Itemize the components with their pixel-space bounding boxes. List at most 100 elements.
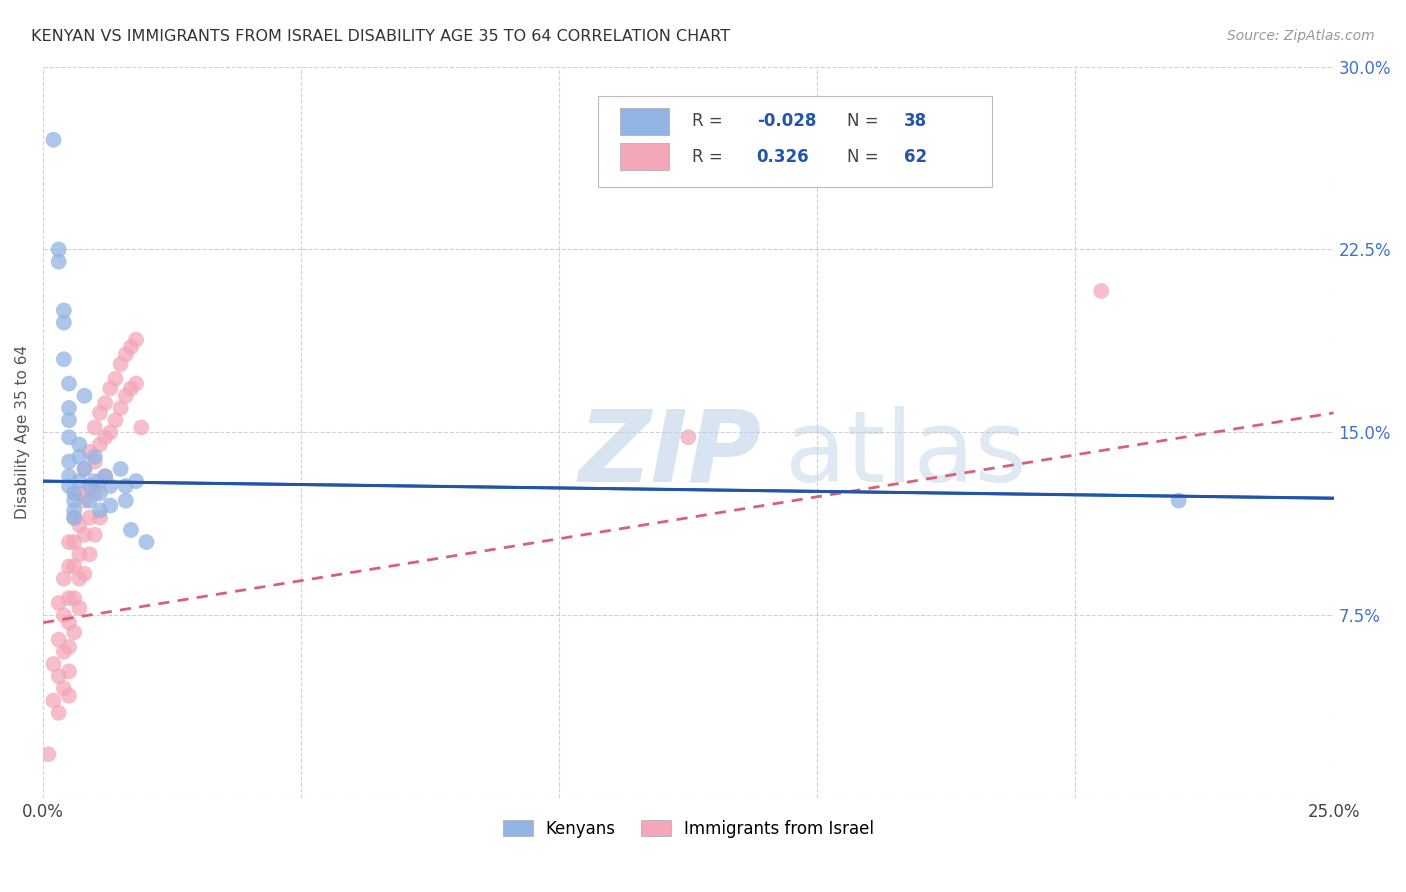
- Point: [79, 479, 101, 493]
- Point: [67, 450, 90, 464]
- Point: [58, 376, 80, 391]
- Point: [79, 479, 101, 493]
- Point: [58, 455, 80, 469]
- Point: [58, 591, 80, 606]
- FancyBboxPatch shape: [620, 108, 669, 136]
- Point: [67, 474, 90, 488]
- Text: ZIP: ZIP: [579, 406, 762, 503]
- Point: [67, 437, 90, 451]
- Point: [63, 625, 86, 640]
- Point: [98, 382, 121, 396]
- Point: [83, 486, 105, 500]
- Point: [58, 479, 80, 493]
- Point: [98, 499, 121, 513]
- Point: [63, 510, 86, 524]
- Point: [52, 608, 75, 623]
- Point: [89, 503, 111, 517]
- Point: [89, 474, 111, 488]
- Point: [135, 535, 157, 549]
- Point: [58, 559, 80, 574]
- Point: [79, 547, 101, 561]
- FancyBboxPatch shape: [598, 95, 991, 187]
- Point: [114, 389, 136, 403]
- Point: [63, 535, 86, 549]
- Point: [114, 347, 136, 361]
- Point: [1090, 284, 1112, 298]
- Text: Source: ZipAtlas.com: Source: ZipAtlas.com: [1227, 29, 1375, 43]
- Text: -0.028: -0.028: [756, 112, 815, 130]
- Point: [67, 547, 90, 561]
- Point: [120, 340, 142, 354]
- Point: [83, 528, 105, 542]
- Point: [58, 430, 80, 444]
- Point: [98, 479, 121, 493]
- Point: [129, 420, 152, 434]
- Point: [63, 510, 86, 524]
- Point: [58, 401, 80, 415]
- Point: [67, 518, 90, 533]
- Point: [73, 528, 96, 542]
- Text: atlas: atlas: [785, 406, 1026, 503]
- Point: [125, 474, 148, 488]
- Text: N =: N =: [846, 112, 884, 130]
- Point: [104, 372, 127, 386]
- Point: [48, 596, 70, 610]
- Point: [52, 572, 75, 586]
- Point: [98, 425, 121, 440]
- Point: [89, 406, 111, 420]
- Point: [114, 479, 136, 493]
- Text: 62: 62: [904, 147, 927, 166]
- Point: [73, 462, 96, 476]
- FancyBboxPatch shape: [620, 143, 669, 170]
- Text: 38: 38: [904, 112, 927, 130]
- Point: [63, 503, 86, 517]
- Point: [58, 469, 80, 483]
- Point: [89, 486, 111, 500]
- Point: [79, 445, 101, 459]
- Point: [63, 486, 86, 500]
- Point: [52, 316, 75, 330]
- Text: R =: R =: [692, 112, 728, 130]
- Point: [110, 401, 132, 415]
- Point: [52, 645, 75, 659]
- Point: [125, 333, 148, 347]
- Point: [58, 413, 80, 427]
- Point: [63, 559, 86, 574]
- Point: [52, 352, 75, 367]
- Point: [83, 455, 105, 469]
- Point: [58, 615, 80, 630]
- Point: [94, 430, 117, 444]
- Point: [73, 566, 96, 581]
- Point: [42, 657, 65, 671]
- Point: [58, 535, 80, 549]
- Point: [110, 357, 132, 371]
- Point: [94, 396, 117, 410]
- Point: [48, 632, 70, 647]
- Point: [42, 693, 65, 707]
- Point: [52, 303, 75, 318]
- Point: [48, 254, 70, 268]
- Point: [94, 469, 117, 483]
- Point: [48, 243, 70, 257]
- Point: [48, 669, 70, 683]
- Point: [125, 376, 148, 391]
- Point: [110, 462, 132, 476]
- Point: [1167, 493, 1189, 508]
- Point: [83, 474, 105, 488]
- Point: [63, 493, 86, 508]
- Point: [73, 389, 96, 403]
- Point: [83, 450, 105, 464]
- Point: [58, 689, 80, 703]
- Point: [678, 430, 700, 444]
- Point: [79, 510, 101, 524]
- Point: [67, 486, 90, 500]
- Point: [89, 437, 111, 451]
- Text: N =: N =: [846, 147, 884, 166]
- Point: [63, 591, 86, 606]
- Point: [89, 510, 111, 524]
- Point: [48, 706, 70, 720]
- Point: [42, 133, 65, 147]
- Point: [73, 493, 96, 508]
- Legend: Kenyans, Immigrants from Israel: Kenyans, Immigrants from Israel: [496, 814, 880, 845]
- Point: [73, 462, 96, 476]
